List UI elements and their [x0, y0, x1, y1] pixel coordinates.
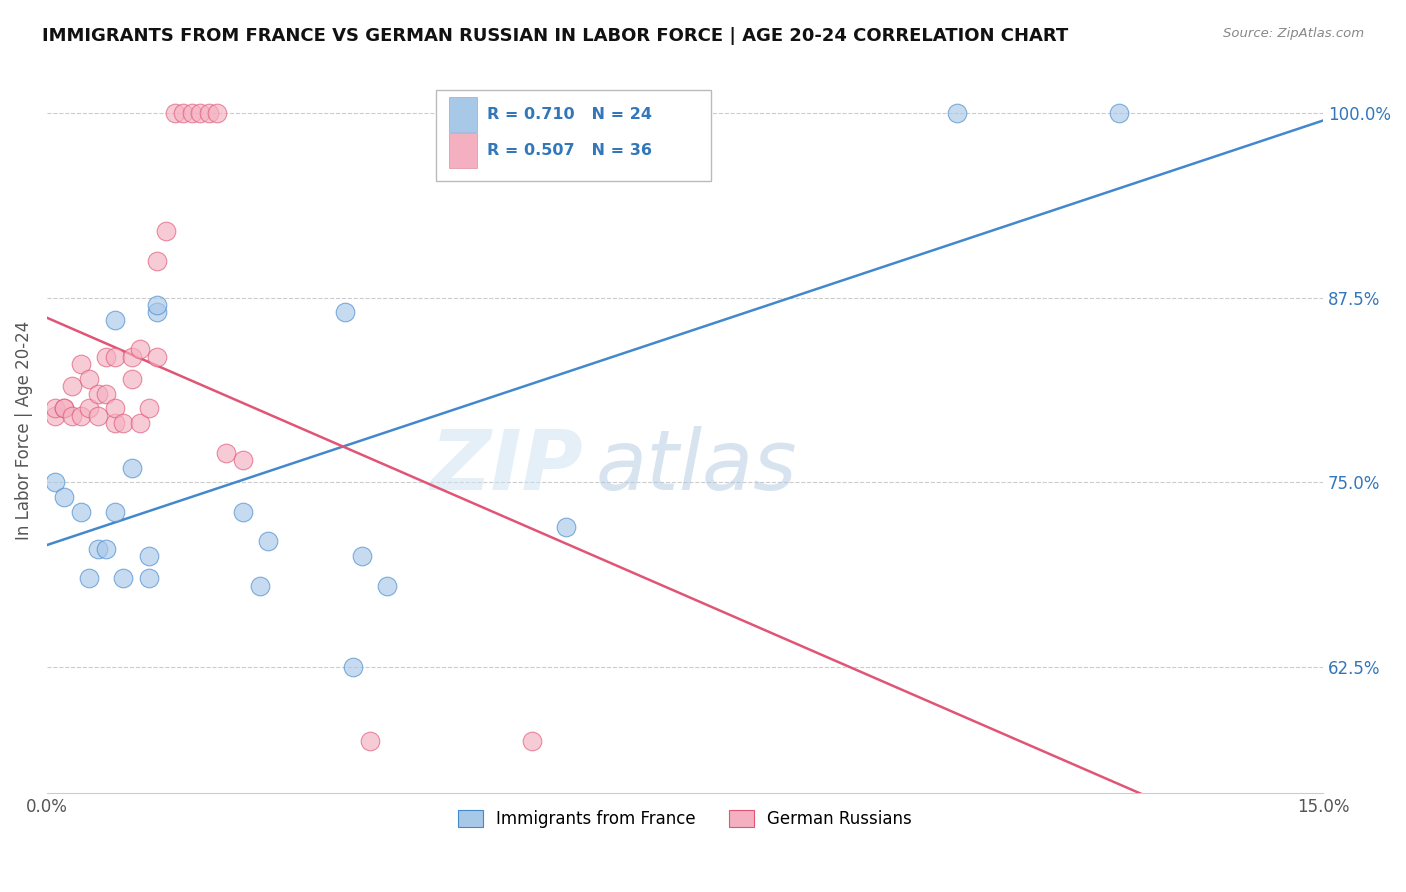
Point: [180, 106, 202, 120]
Text: R = 0.507   N = 36: R = 0.507 N = 36: [488, 143, 652, 158]
Text: Source: ZipAtlas.com: Source: ZipAtlas.com: [1223, 27, 1364, 40]
Point: [96, 541, 118, 556]
Point: [146, 298, 169, 312]
Point: [342, 660, 364, 674]
Point: [138, 571, 160, 585]
Point: [232, 505, 254, 519]
Point: [104, 505, 127, 519]
Point: [79, 401, 101, 416]
Point: [214, 446, 236, 460]
Point: [79, 571, 101, 585]
Point: [104, 416, 127, 430]
Point: [205, 106, 228, 120]
Point: [62, 379, 84, 393]
Point: [52, 401, 75, 416]
Point: [197, 106, 219, 120]
Point: [70, 409, 93, 423]
Point: [155, 224, 177, 238]
Point: [44, 475, 66, 490]
Text: R = 0.710   N = 24: R = 0.710 N = 24: [488, 107, 652, 121]
Point: [554, 519, 576, 533]
Point: [232, 453, 254, 467]
Point: [375, 579, 398, 593]
Point: [44, 401, 66, 416]
Point: [257, 534, 280, 549]
Point: [350, 549, 373, 564]
FancyBboxPatch shape: [449, 96, 477, 131]
Point: [163, 106, 186, 120]
Point: [172, 106, 194, 120]
Point: [44, 409, 66, 423]
Point: [146, 350, 169, 364]
Point: [129, 343, 152, 357]
Point: [87, 386, 110, 401]
Point: [104, 350, 127, 364]
Text: atlas: atlas: [596, 426, 797, 508]
Point: [138, 401, 160, 416]
FancyBboxPatch shape: [449, 133, 477, 168]
Point: [138, 549, 160, 564]
Point: [146, 305, 169, 319]
Point: [946, 106, 969, 120]
Point: [104, 401, 127, 416]
Point: [112, 416, 135, 430]
Point: [129, 416, 152, 430]
Point: [121, 350, 143, 364]
Y-axis label: In Labor Force | Age 20-24: In Labor Force | Age 20-24: [15, 321, 32, 541]
Point: [70, 505, 93, 519]
Point: [146, 253, 169, 268]
Point: [62, 409, 84, 423]
Point: [112, 571, 135, 585]
Point: [96, 350, 118, 364]
Point: [52, 490, 75, 504]
Point: [121, 372, 143, 386]
Point: [121, 460, 143, 475]
Point: [1108, 106, 1130, 120]
Point: [104, 312, 127, 326]
Point: [96, 386, 118, 401]
Point: [52, 401, 75, 416]
Text: ZIP: ZIP: [430, 426, 583, 508]
Point: [333, 305, 356, 319]
Point: [87, 541, 110, 556]
Legend: Immigrants from France, German Russians: Immigrants from France, German Russians: [451, 804, 920, 835]
Point: [520, 734, 543, 748]
Point: [87, 409, 110, 423]
Point: [70, 357, 93, 371]
Point: [359, 734, 381, 748]
Point: [188, 106, 211, 120]
FancyBboxPatch shape: [436, 90, 710, 181]
Point: [79, 372, 101, 386]
Text: IMMIGRANTS FROM FRANCE VS GERMAN RUSSIAN IN LABOR FORCE | AGE 20-24 CORRELATION : IMMIGRANTS FROM FRANCE VS GERMAN RUSSIAN…: [42, 27, 1069, 45]
Point: [249, 579, 271, 593]
